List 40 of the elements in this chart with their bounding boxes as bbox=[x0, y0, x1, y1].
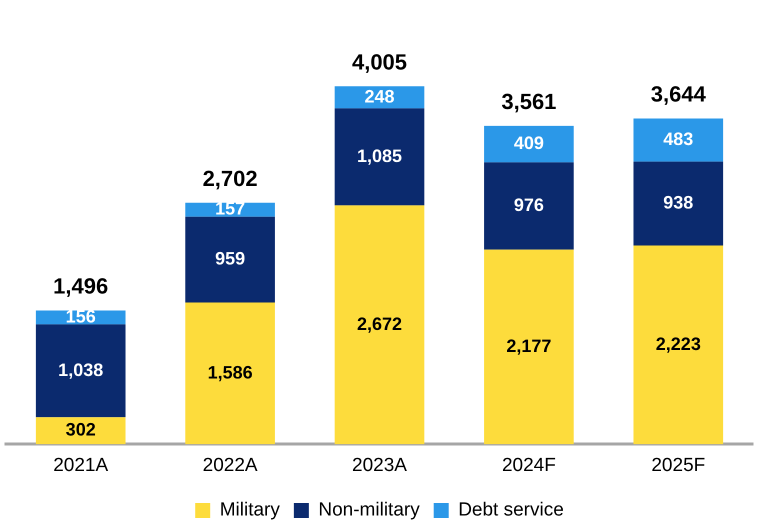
bar bbox=[484, 162, 574, 250]
data-label: 248 bbox=[364, 86, 395, 106]
x-tick-label: 2025F bbox=[651, 454, 706, 476]
bar bbox=[185, 302, 275, 444]
bar bbox=[36, 324, 126, 418]
total-label: 1,496 bbox=[53, 274, 108, 299]
data-label: 156 bbox=[66, 306, 96, 326]
total-label: 3,644 bbox=[650, 82, 707, 107]
total-label: 4,005 bbox=[352, 49, 408, 74]
data-label: 1,586 bbox=[208, 362, 253, 382]
data-label: 1,038 bbox=[58, 360, 104, 380]
x-tick-label: 2024F bbox=[502, 454, 556, 476]
x-tick-label: 2023A bbox=[352, 454, 408, 476]
data-label: 1,085 bbox=[356, 146, 402, 166]
data-label: 938 bbox=[663, 192, 694, 213]
data-label: 2,223 bbox=[656, 334, 701, 354]
bar bbox=[334, 205, 424, 444]
bar bbox=[484, 250, 574, 444]
bar bbox=[36, 417, 126, 444]
bar bbox=[633, 246, 724, 444]
total-label: 3,561 bbox=[501, 88, 556, 114]
total-label: 2,702 bbox=[202, 166, 258, 191]
bar bbox=[484, 126, 574, 162]
x-tick-label: 2021A bbox=[53, 454, 108, 476]
data-label: 976 bbox=[514, 194, 544, 215]
legend-label: Military bbox=[220, 500, 280, 521]
legend-label: Non-military bbox=[318, 500, 420, 521]
data-label: 959 bbox=[215, 248, 246, 269]
data-label: 483 bbox=[663, 129, 694, 150]
bar bbox=[633, 162, 724, 246]
data-label: 302 bbox=[66, 420, 96, 440]
data-label: 409 bbox=[514, 133, 544, 154]
legend-label: Debt service bbox=[458, 500, 564, 521]
data-label: 2,672 bbox=[356, 314, 402, 334]
data-label: 2,177 bbox=[506, 336, 552, 356]
bar bbox=[334, 108, 424, 206]
bar bbox=[334, 86, 424, 108]
bar bbox=[185, 216, 275, 302]
bar bbox=[633, 118, 724, 162]
x-tick-label: 2022A bbox=[202, 454, 258, 476]
